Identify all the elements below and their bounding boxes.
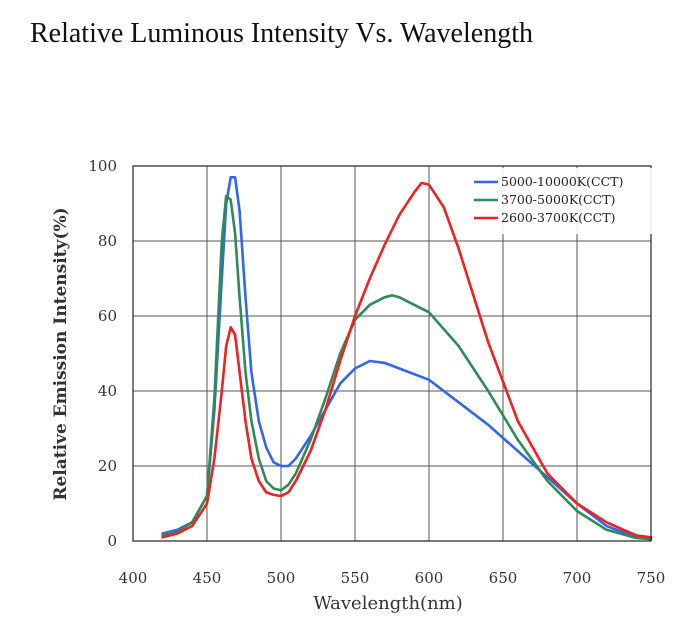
plot-frame xyxy=(132,165,652,542)
series-line-3 xyxy=(161,181,653,539)
series-layer xyxy=(161,176,653,541)
legend-label-3: 2600-3700K(CCT) xyxy=(501,210,615,225)
y-tick-label: 60 xyxy=(98,307,117,325)
page-title: Relative Luminous Intensity Vs. Waveleng… xyxy=(30,18,533,49)
y-tick-label: 0 xyxy=(107,532,117,550)
legend-box xyxy=(470,168,666,234)
x-tick-label: 700 xyxy=(563,569,592,587)
x-tick-label: 400 xyxy=(119,569,148,587)
legend-label-2: 3700-5000K(CCT) xyxy=(501,192,615,207)
x-tick-label: 600 xyxy=(415,569,444,587)
y-tick-label: 40 xyxy=(98,382,117,400)
x-tick-label: 500 xyxy=(267,569,296,587)
x-tick-label: 550 xyxy=(341,569,370,587)
series-line-1 xyxy=(161,176,653,541)
x-tick-labels: 400 450 500 550 600 650 700 750 xyxy=(119,569,666,587)
x-axis-label: Wavelength(nm) xyxy=(313,593,463,614)
y-tick-label: 100 xyxy=(88,157,117,175)
y-axis-label: Relative Emission Intensity(%) xyxy=(51,207,71,500)
x-tick-label: 650 xyxy=(489,569,518,587)
y-tick-label: 20 xyxy=(98,457,117,475)
legend: 5000-10000K(CCT) 3700-5000K(CCT) 2600-3700… xyxy=(470,168,666,234)
y-tick-labels: 0 20 40 60 80 100 xyxy=(88,157,117,550)
x-tick-label: 450 xyxy=(193,569,222,587)
legend-label-1: 5000-10000K(CCT) xyxy=(501,174,623,189)
y-tick-label: 80 xyxy=(98,232,117,250)
series-line-2 xyxy=(161,194,653,541)
x-tick-label: 750 xyxy=(637,569,666,587)
